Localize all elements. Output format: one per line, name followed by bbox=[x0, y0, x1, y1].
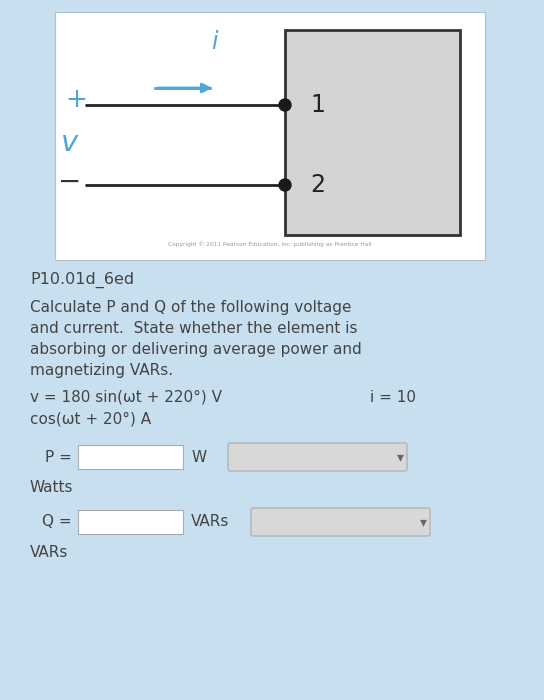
FancyBboxPatch shape bbox=[55, 12, 485, 260]
Text: magnetizing VARs.: magnetizing VARs. bbox=[30, 363, 173, 378]
Text: $v$: $v$ bbox=[60, 129, 80, 157]
Circle shape bbox=[279, 179, 291, 191]
Text: i = 10: i = 10 bbox=[370, 390, 416, 405]
FancyBboxPatch shape bbox=[228, 443, 407, 471]
FancyBboxPatch shape bbox=[78, 510, 183, 534]
FancyBboxPatch shape bbox=[251, 508, 430, 536]
Text: 1: 1 bbox=[310, 93, 325, 117]
Text: ▾: ▾ bbox=[419, 515, 426, 529]
Text: absorbing or delivering average power and: absorbing or delivering average power an… bbox=[30, 342, 362, 357]
Text: ▾: ▾ bbox=[397, 450, 404, 464]
Text: VARs: VARs bbox=[30, 545, 69, 560]
Text: VARs: VARs bbox=[191, 514, 230, 529]
Text: and current.  State whether the element is: and current. State whether the element i… bbox=[30, 321, 357, 336]
Text: Calculate P and Q of the following voltage: Calculate P and Q of the following volta… bbox=[30, 300, 351, 315]
Text: +: + bbox=[65, 87, 87, 113]
FancyBboxPatch shape bbox=[285, 30, 460, 235]
Text: Q =: Q = bbox=[42, 514, 72, 529]
Text: P10.01d_6ed: P10.01d_6ed bbox=[30, 272, 134, 288]
Text: 2: 2 bbox=[310, 173, 325, 197]
Text: cos(ωt + 20°) A: cos(ωt + 20°) A bbox=[30, 411, 151, 426]
FancyBboxPatch shape bbox=[78, 445, 183, 469]
Text: $i$: $i$ bbox=[211, 30, 219, 54]
Text: Copyright © 2011 Pearson Education, Inc. publishing as Prentice Hall: Copyright © 2011 Pearson Education, Inc.… bbox=[168, 241, 372, 247]
Text: v = 180 sin(ωt + 220°) V: v = 180 sin(ωt + 220°) V bbox=[30, 390, 222, 405]
Text: Watts: Watts bbox=[30, 480, 73, 495]
Text: −: − bbox=[58, 168, 82, 196]
Circle shape bbox=[279, 99, 291, 111]
Text: W: W bbox=[191, 449, 206, 465]
Text: P =: P = bbox=[45, 449, 72, 465]
